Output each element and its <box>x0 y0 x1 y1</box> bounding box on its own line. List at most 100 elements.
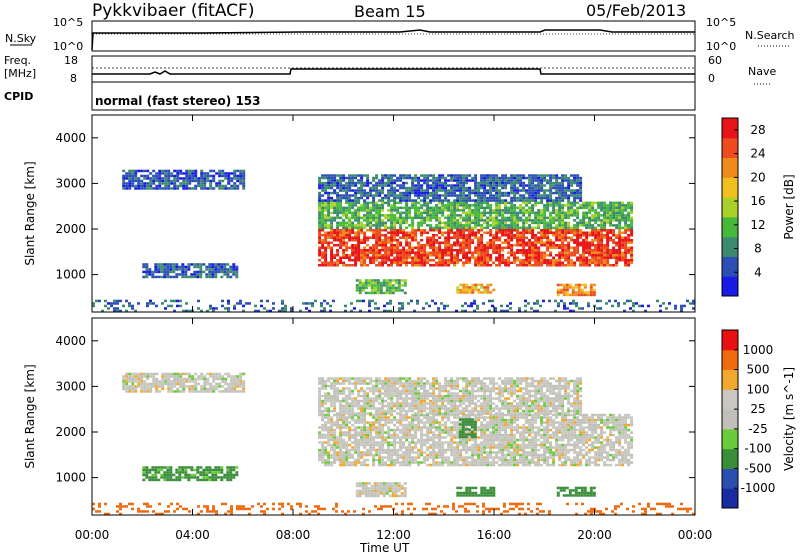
echo-cell <box>354 216 358 220</box>
echo-cell <box>342 244 346 247</box>
echo-cell <box>384 438 388 442</box>
echo-cell <box>567 209 571 212</box>
echo-cell <box>568 286 572 289</box>
echo-cell <box>543 224 547 227</box>
echo-cell <box>503 309 506 313</box>
echo-cell <box>423 204 427 207</box>
echo-cell <box>519 433 523 437</box>
echo-cell <box>143 184 147 188</box>
echo-cell <box>471 189 475 192</box>
echo-cell <box>531 199 535 202</box>
echo-cell <box>606 204 610 207</box>
echo-cell <box>480 433 484 437</box>
echo-cell <box>396 246 400 249</box>
echo-cell <box>570 259 574 262</box>
echo-cell <box>456 261 460 264</box>
echo-cell <box>486 244 490 247</box>
echo-cell <box>373 291 377 295</box>
echo-cell <box>408 189 412 192</box>
echo-cell <box>492 219 496 222</box>
echo-cell <box>683 304 686 308</box>
echo-cell <box>385 284 389 287</box>
echo-cell <box>468 191 472 195</box>
echo-cell <box>501 421 505 424</box>
echo-cell <box>411 191 415 195</box>
echo-cell <box>348 189 352 192</box>
echo-cell <box>378 461 382 464</box>
echo-cell <box>414 261 418 264</box>
echo-cell <box>630 259 634 262</box>
echo-cell <box>579 206 583 210</box>
echo-cell <box>441 458 445 462</box>
echo-cell <box>414 418 418 422</box>
echo-cell <box>540 254 544 257</box>
echo-cell <box>372 201 376 205</box>
echo-cell <box>435 251 439 254</box>
echo-cell <box>459 441 463 444</box>
echo-cell <box>480 453 484 457</box>
echo-cell <box>522 246 526 249</box>
echo-cell <box>474 236 478 239</box>
echo-cell <box>555 244 559 247</box>
echo-cell <box>375 224 379 227</box>
echo-cell <box>596 307 599 310</box>
echo-cell <box>429 174 433 177</box>
echo-cell <box>149 179 153 183</box>
echo-cell <box>582 216 586 220</box>
echo-cell <box>489 194 493 197</box>
echo-cell <box>489 174 493 177</box>
echo-cell <box>390 428 394 432</box>
echo-cell <box>333 423 337 427</box>
echo-cell <box>378 184 382 187</box>
echo-cell <box>348 176 352 180</box>
echo-cell <box>378 433 382 437</box>
echo-cell <box>489 256 493 259</box>
echo-cell <box>447 426 451 429</box>
echo-cell <box>330 224 334 227</box>
echo-cell <box>357 254 361 257</box>
echo-cell <box>471 214 475 217</box>
echo-cell <box>465 174 469 177</box>
echo-cell <box>450 256 454 259</box>
echo-cell <box>342 423 346 427</box>
echo-cell <box>579 264 583 267</box>
echo-cell <box>357 256 361 259</box>
echo-cell <box>351 239 355 242</box>
echo-cell <box>149 187 153 190</box>
echo-cell <box>145 268 149 271</box>
echo-cell <box>360 249 364 252</box>
echo-cell <box>612 251 616 254</box>
echo-cell <box>585 204 589 207</box>
echo-cell <box>495 184 499 187</box>
echo-cell <box>197 177 201 180</box>
echo-cell <box>450 211 454 215</box>
echo-cell <box>339 451 343 454</box>
echo-cell <box>504 194 508 197</box>
echo-cell <box>423 451 427 454</box>
echo-cell <box>474 413 478 417</box>
echo-cell <box>489 453 493 457</box>
echo-cell <box>342 441 346 444</box>
echo-cell <box>441 176 445 180</box>
echo-cell <box>438 428 442 432</box>
echo-cell <box>381 461 385 464</box>
echo-cell <box>558 234 562 237</box>
echo-cell <box>519 206 523 210</box>
echo-cell <box>342 456 346 459</box>
echo-cell <box>531 244 535 247</box>
echo-cell <box>357 451 361 454</box>
echo-cell <box>417 194 421 197</box>
echo-cell <box>630 211 634 215</box>
echo-cell <box>576 251 580 254</box>
freq-trace <box>92 68 695 75</box>
echo-cell <box>381 179 385 182</box>
echo-cell <box>393 428 397 432</box>
echo-cell <box>327 201 331 205</box>
echo-cell <box>149 299 152 303</box>
echo-cell <box>363 224 367 227</box>
echo-cell <box>531 209 535 212</box>
echo-cell <box>573 239 577 242</box>
echo-cell <box>206 187 210 190</box>
echo-cell <box>516 219 520 222</box>
echo-cell <box>363 181 367 185</box>
